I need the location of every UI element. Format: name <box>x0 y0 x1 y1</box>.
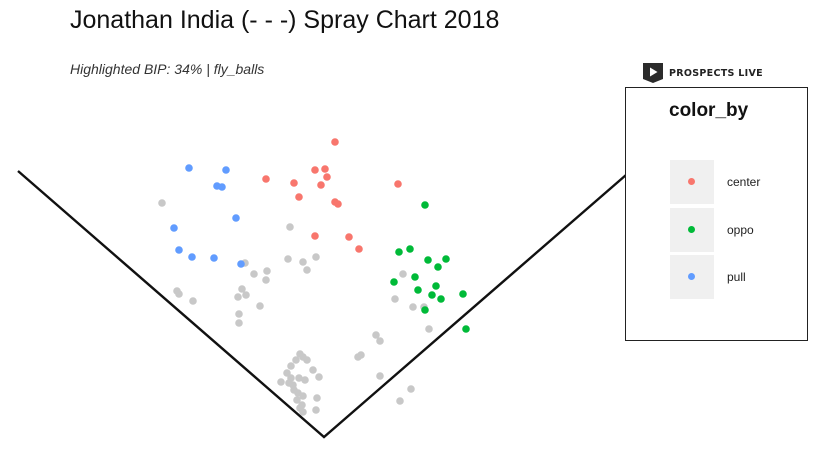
data-point-other <box>303 356 311 364</box>
legend-title: color_by <box>669 100 749 121</box>
data-point-other <box>409 303 417 311</box>
data-point-pull <box>188 253 196 261</box>
data-point-center <box>317 181 325 189</box>
data-point-pull <box>218 183 226 191</box>
data-point-center <box>394 180 402 188</box>
data-point-center <box>311 166 319 174</box>
data-point-other <box>277 378 285 386</box>
data-point-other <box>312 253 320 261</box>
data-point-other <box>301 376 309 384</box>
data-point-other <box>303 266 311 274</box>
data-point-center <box>355 245 363 253</box>
data-point-pull <box>210 254 218 262</box>
data-point-other <box>295 374 303 382</box>
data-point-pull <box>237 260 245 268</box>
data-point-oppo <box>437 295 445 303</box>
data-point-other <box>313 394 321 402</box>
data-point-other <box>309 366 317 374</box>
data-point-center <box>295 193 303 201</box>
legend-item-pull: pull <box>670 255 830 299</box>
data-point-oppo <box>390 278 398 286</box>
data-point-oppo <box>434 263 442 271</box>
data-point-pull <box>185 164 193 172</box>
data-point-oppo <box>462 325 470 333</box>
data-point-other <box>396 397 404 405</box>
data-point-center <box>345 233 353 241</box>
foul-lines <box>17 170 627 439</box>
legend-item-center: center <box>670 160 830 204</box>
data-point-other <box>286 223 294 231</box>
data-point-oppo <box>424 256 432 264</box>
data-point-other <box>354 353 362 361</box>
legend-item-oppo: oppo <box>670 208 830 252</box>
data-point-pull <box>232 214 240 222</box>
data-point-other <box>425 325 433 333</box>
data-point-oppo <box>421 201 429 209</box>
chart-title: Jonathan India (- - -) Spray Chart 2018 <box>70 6 500 34</box>
legend-label: pull <box>727 270 746 284</box>
legend-label: oppo <box>727 223 754 237</box>
brand-logo: PROSPECTS LIVE <box>642 62 763 84</box>
data-point-other <box>315 373 323 381</box>
data-point-center <box>334 200 342 208</box>
data-point-other <box>234 293 242 301</box>
legend-key <box>670 208 714 252</box>
data-point-oppo <box>411 273 419 281</box>
data-point-other <box>292 356 300 364</box>
logo-text: PROSPECTS LIVE <box>669 67 763 79</box>
data-point-other <box>391 295 399 303</box>
legend-dot <box>688 273 695 280</box>
data-point-other <box>242 291 250 299</box>
data-point-other <box>256 302 264 310</box>
data-point-other <box>299 408 307 416</box>
data-point-oppo <box>414 286 422 294</box>
data-point-center <box>262 175 270 183</box>
data-point-center <box>290 179 298 187</box>
data-point-other <box>158 199 166 207</box>
data-point-pull <box>170 224 178 232</box>
data-point-oppo <box>432 282 440 290</box>
legend: color_by center oppo pull <box>625 87 808 341</box>
legend-label: center <box>727 175 761 189</box>
play-icon <box>643 63 663 83</box>
legend-dot <box>688 226 695 233</box>
data-point-other <box>299 392 307 400</box>
data-point-other <box>238 285 246 293</box>
data-point-oppo <box>406 245 414 253</box>
data-point-other <box>407 385 415 393</box>
data-point-other <box>235 310 243 318</box>
data-point-other <box>250 270 258 278</box>
data-point-other <box>287 362 295 370</box>
data-point-other <box>399 270 407 278</box>
data-point-other <box>235 319 243 327</box>
data-point-oppo <box>395 248 403 256</box>
data-point-other <box>262 276 270 284</box>
data-point-center <box>331 138 339 146</box>
data-point-other <box>189 297 197 305</box>
data-point-center <box>321 165 329 173</box>
data-point-other <box>312 406 320 414</box>
data-point-other <box>299 258 307 266</box>
legend-key <box>670 160 714 204</box>
data-point-other <box>284 255 292 263</box>
data-point-other <box>376 337 384 345</box>
data-point-other <box>372 331 380 339</box>
data-point-other <box>263 267 271 275</box>
data-point-other <box>293 396 301 404</box>
data-point-pull <box>222 166 230 174</box>
data-point-center <box>311 232 319 240</box>
legend-key <box>670 255 714 299</box>
data-point-pull <box>175 246 183 254</box>
data-point-oppo <box>442 255 450 263</box>
legend-dot <box>688 178 695 185</box>
data-point-center <box>323 173 331 181</box>
data-point-other <box>376 372 384 380</box>
data-point-other <box>175 290 183 298</box>
data-point-oppo <box>459 290 467 298</box>
data-point-oppo <box>428 291 436 299</box>
data-point-oppo <box>421 306 429 314</box>
chart-subtitle: Highlighted BIP: 34% | fly_balls <box>70 61 265 77</box>
